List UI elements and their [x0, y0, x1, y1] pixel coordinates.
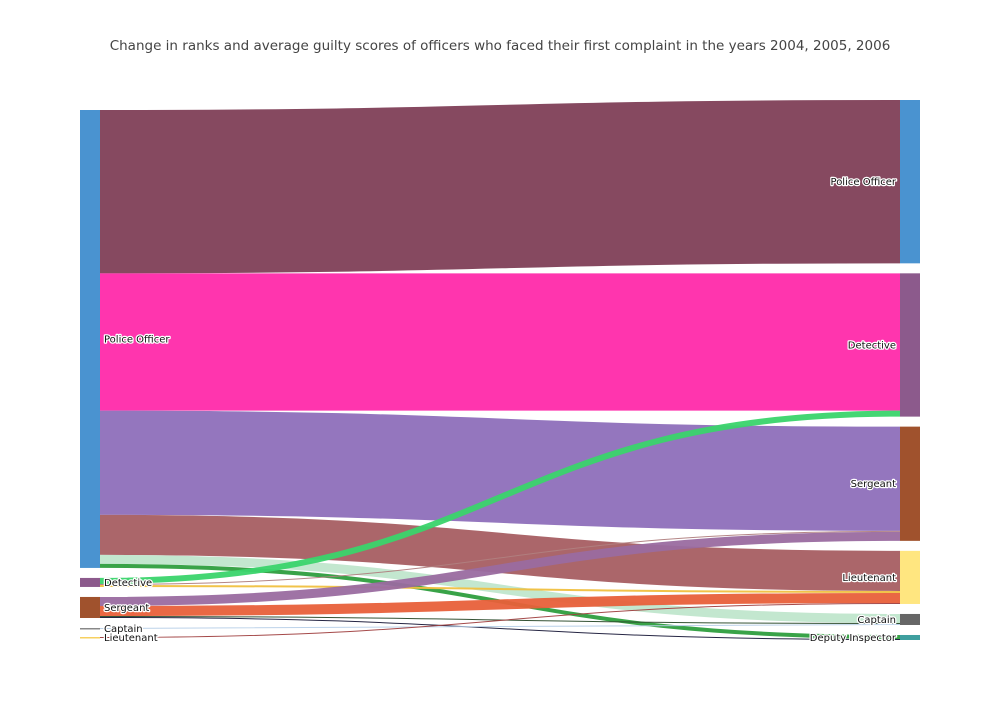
target-label-detective: Detective	[848, 340, 896, 351]
link-sergeant-to-deputy-inspector	[99, 616, 901, 641]
target-node-sergeant	[900, 426, 920, 541]
target-node-police-officer	[900, 100, 920, 264]
sankey-nodes	[80, 100, 920, 640]
source-label-detective: Detective	[104, 578, 152, 589]
link-police-officer-to-lieutenant	[99, 514, 901, 591]
link-detective-to-lieutenant	[99, 584, 901, 593]
target-label-lieutenant: Lieutenant	[842, 573, 896, 584]
source-label-lieutenant: Lieutenant	[104, 633, 158, 644]
source-node-sergeant	[80, 596, 100, 618]
chart-title: Change in ranks and average guilty score…	[110, 38, 891, 54]
target-node-lieutenant	[900, 550, 920, 604]
source-label-sergeant: Sergeant	[104, 603, 149, 614]
source-node-police-officer	[80, 110, 100, 568]
link-lieutenant-to-lieutenant	[99, 602, 901, 639]
source-node-lieutenant	[80, 636, 100, 639]
sankey-labels: Police OfficerDetectiveSergeantCaptainLi…	[103, 176, 898, 646]
target-node-detective	[900, 273, 920, 417]
sankey-links	[99, 100, 901, 641]
source-node-captain	[80, 627, 100, 630]
target-node-deputy-inspector	[900, 634, 920, 640]
link-police-officer-to-sergeant	[99, 410, 901, 531]
target-label-police-officer: Police Officer	[831, 177, 897, 188]
source-node-detective	[80, 577, 100, 587]
source-label-police-officer: Police Officer	[104, 334, 170, 345]
link-sergeant-to-lieutenant	[99, 592, 901, 616]
link-sergeant-to-sergeant	[99, 531, 901, 606]
link-police-officer-to-police-officer	[99, 100, 901, 274]
target-node-captain	[900, 613, 920, 625]
link-captain-to-captain	[99, 623, 901, 629]
target-label-sergeant: Sergeant	[851, 479, 896, 490]
target-label-deputy-inspector: Deputy Inspector	[810, 633, 897, 644]
source-label-captain: Captain	[104, 624, 143, 635]
link-detective-to-sergeant	[99, 530, 901, 585]
target-label-captain: Captain	[857, 615, 896, 626]
link-detective-to-detective	[99, 410, 901, 584]
